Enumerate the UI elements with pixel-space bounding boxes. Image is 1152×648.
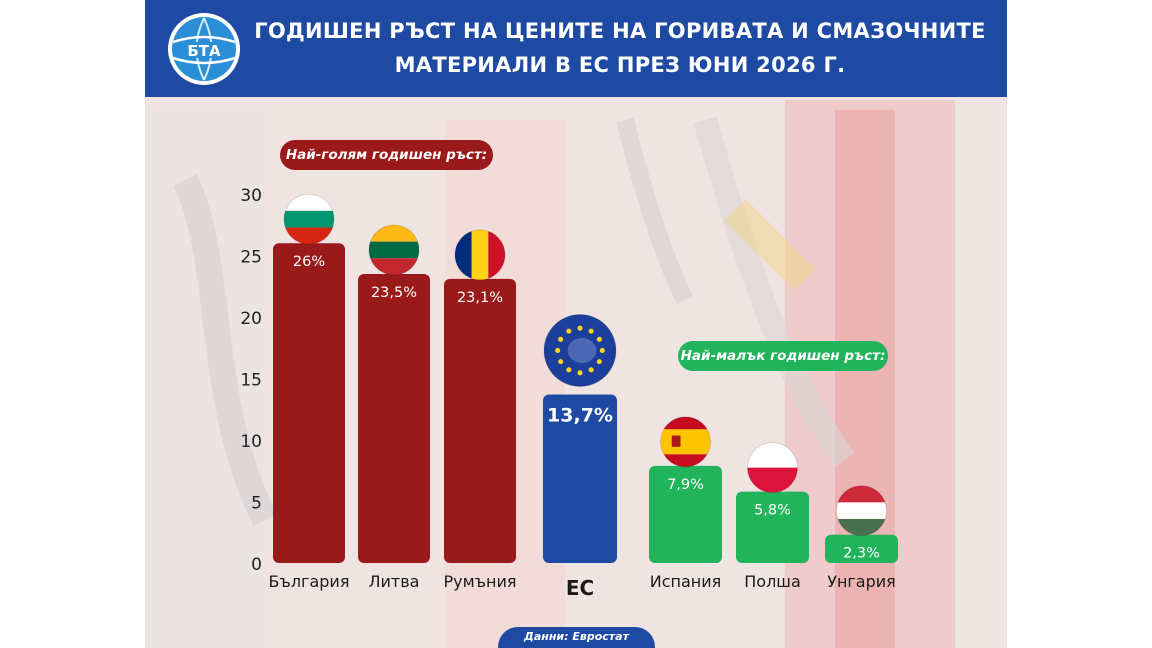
hungary-flag-icon — [836, 485, 887, 537]
y-tick-label: 0 — [251, 555, 262, 575]
bta-logo: БТА — [168, 13, 240, 85]
romania-flag-icon — [454, 229, 506, 281]
fuel-pump-background — [145, 97, 1007, 648]
bulgaria-flag-icon — [283, 193, 335, 245]
bar-2 — [358, 273, 430, 563]
bar-5 — [649, 465, 722, 563]
highest-growth-label: Най-голям годишен ръст: — [280, 140, 493, 170]
value-label: 5,8% — [754, 503, 791, 519]
category-label: Полша — [744, 572, 801, 591]
value-label: 23,1% — [457, 290, 503, 306]
source-note: Данни: Евростат — [498, 627, 655, 648]
header-banner: БТА ГОДИШЕН РЪСТ НА ЦЕНИТЕ НА ГОРИВАТА И… — [145, 0, 1007, 97]
category-label: ЕС — [566, 576, 594, 600]
value-label: 13,7% — [547, 404, 613, 426]
page-title: ГОДИШЕН РЪСТ НА ЦЕНИТЕ НА ГОРИВАТА И СМА… — [245, 14, 995, 82]
category-label: Румъния — [444, 572, 517, 591]
y-tick-label: 30 — [240, 186, 262, 206]
y-tick-label: 20 — [240, 309, 262, 329]
category-label: Унгария — [827, 572, 896, 591]
value-label: 23,5% — [371, 285, 417, 301]
y-tick-label: 15 — [240, 371, 262, 391]
bar-7 — [825, 534, 898, 563]
title-line-1: ГОДИШЕН РЪСТ НА ЦЕНИТЕ НА ГОРИВАТА И СМА… — [254, 19, 986, 43]
value-label: 26% — [293, 254, 325, 270]
y-tick-label: 25 — [240, 248, 262, 268]
svg-text:БТА: БТА — [187, 42, 221, 60]
bar-6 — [736, 491, 809, 563]
category-label: Испания — [650, 572, 722, 591]
lithuania-flag-icon — [368, 224, 420, 276]
category-label: Литва — [369, 572, 420, 591]
title-line-2: МАТЕРИАЛИ В ЕС ПРЕЗ ЮНИ 2026 Г. — [394, 53, 846, 77]
y-tick-label: 5 — [251, 494, 262, 514]
eu-flag-icon — [543, 313, 617, 387]
value-label: 2,3% — [843, 546, 880, 562]
value-label: 7,9% — [667, 477, 704, 493]
spain-flag-icon — [660, 416, 711, 468]
poland-flag-icon — [747, 442, 798, 494]
bar-4 — [543, 394, 617, 563]
bar-3 — [444, 278, 516, 563]
bar-1 — [273, 243, 345, 563]
lowest-growth-label: Най-малък годишен ръст: — [678, 341, 888, 371]
infographic: БТА ГОДИШЕН РЪСТ НА ЦЕНИТЕ НА ГОРИВАТА И… — [145, 0, 1007, 648]
category-label: България — [269, 572, 350, 591]
bar-chart: 0 5 10 15 20 25 30 26% България 23,5% Литва 23,1% Ру… — [240, 186, 898, 600]
y-tick-label: 10 — [240, 432, 262, 452]
